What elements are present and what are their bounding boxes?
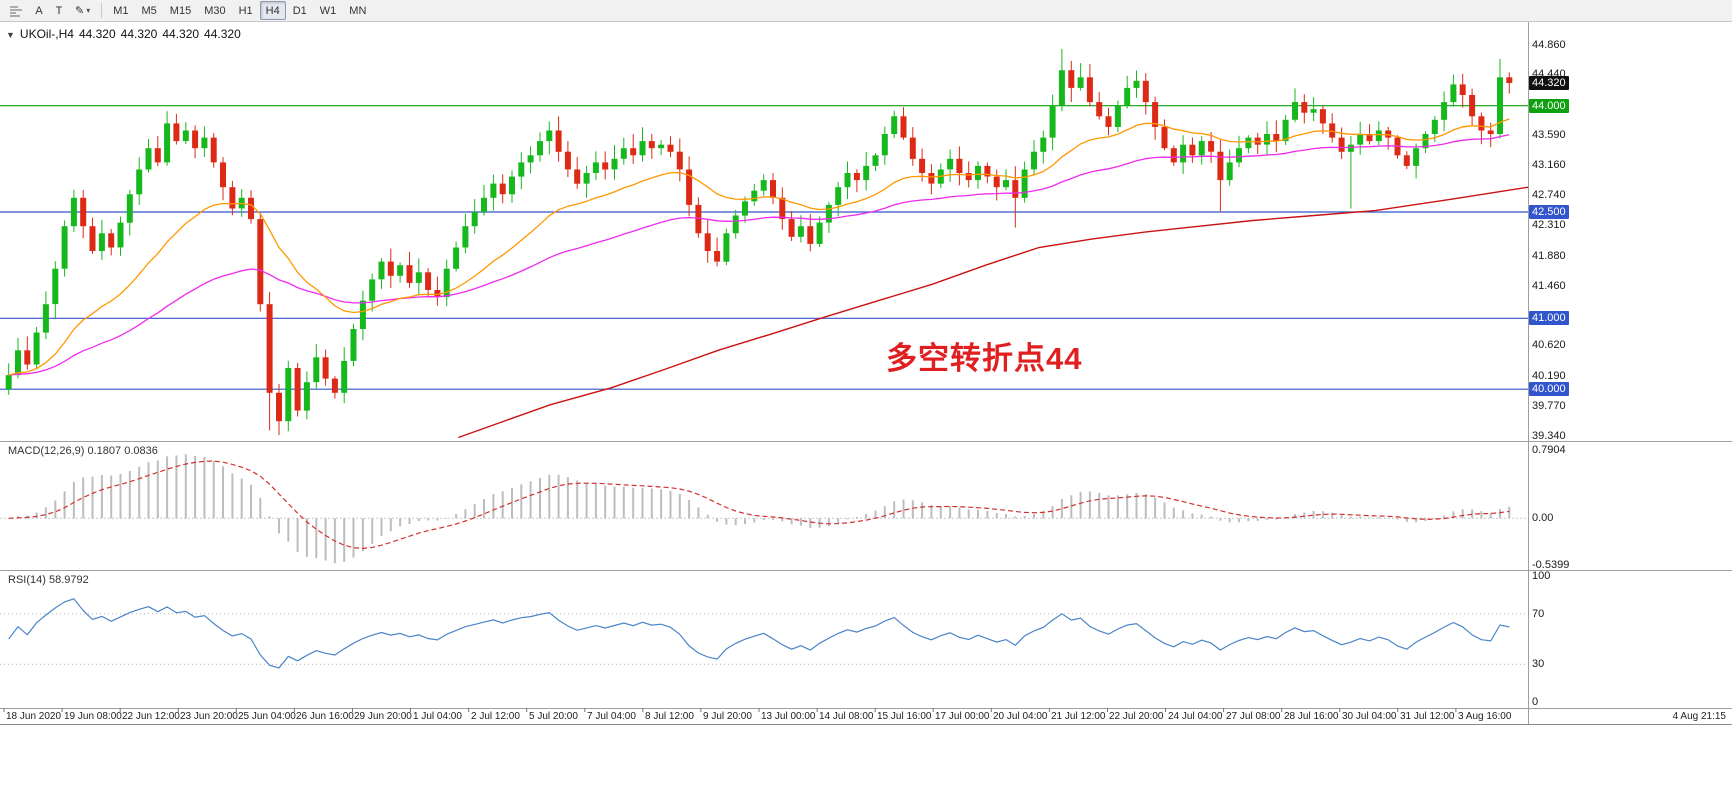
timeframe-button-h4[interactable]: H4	[259, 1, 286, 20]
timeframe-button-m15[interactable]: M15	[164, 1, 197, 20]
text-t-tool-button[interactable]: T	[49, 1, 69, 20]
time-axis-label: 28 Jul 16:00	[1284, 711, 1339, 722]
time-axis-label: 19 Jun 08:00	[64, 711, 122, 722]
rsi-value: 58.9792	[48, 574, 89, 586]
symbol-timeframe-label: UKOil-,H4	[19, 27, 74, 41]
time-axis-label: 3 Aug 16:00	[1458, 711, 1512, 722]
price-badge-42.500: 42.500	[1529, 205, 1569, 219]
macd-signal-value: 0.0836	[124, 445, 158, 457]
quote-low-value: 44.320	[162, 27, 200, 41]
timeframe-button-m30[interactable]: M30	[198, 1, 231, 20]
time-axis-label: 29 Jun 20:00	[354, 711, 412, 722]
time-axis-label: 5 Jul 20:00	[529, 711, 578, 722]
price-axis-label: 39.340	[1532, 430, 1566, 442]
price-axis-label: 41.880	[1532, 250, 1566, 262]
price-badge-41.000: 41.000	[1529, 311, 1569, 325]
rsi-indicator-label: RSI(14) 58.9792	[8, 574, 89, 586]
quote-close-value: 44.320	[204, 27, 241, 41]
timeframe-button-m5[interactable]: M5	[136, 1, 163, 20]
price-badge-44.320: 44.320	[1529, 76, 1569, 90]
time-axis-label: 8 Jul 12:00	[645, 711, 694, 722]
quote-open-value: 44.320	[78, 27, 116, 41]
price-chart-canvas[interactable]	[0, 0, 1732, 725]
rsi-axis-label: 0	[1532, 696, 1539, 708]
chart-annotation-text: 多空转折点44	[886, 341, 1083, 376]
macd-axis-label: 0.00	[1532, 512, 1554, 524]
time-axis-label: 14 Jul 08:00	[819, 711, 874, 722]
price-axis-label: 39.770	[1532, 400, 1566, 412]
time-axis-label: 26 Jun 16:00	[296, 711, 354, 722]
time-axis-label: 31 Jul 12:00	[1400, 711, 1455, 722]
time-axis-label: 25 Jun 04:00	[238, 711, 296, 722]
time-axis-label: 15 Jul 16:00	[877, 711, 932, 722]
time-axis-label: 21 Jul 12:00	[1051, 711, 1106, 722]
rsi-axis-label: 100	[1532, 570, 1551, 582]
price-badge-44.000: 44.000	[1529, 99, 1569, 113]
macd-indicator-label: MACD(12,26,9) 0.1807 0.0836	[8, 445, 158, 457]
time-axis-label: 1 Jul 04:00	[413, 711, 462, 722]
macd-main-value: 0.1807	[87, 445, 122, 457]
time-axis-label: 30 Jul 04:00	[1342, 711, 1397, 722]
time-axis-label: 22 Jul 20:00	[1109, 711, 1164, 722]
draw-tool-button[interactable]: ✎ ▾	[69, 1, 96, 20]
time-axis-label: 23 Jun 20:00	[180, 711, 238, 722]
timeframe-button-h1[interactable]: H1	[233, 1, 259, 20]
timeframe-button-m1[interactable]: M1	[107, 1, 134, 20]
time-axis-label: 13 Jul 00:00	[761, 711, 816, 722]
time-axis-label: 20 Jul 04:00	[993, 711, 1048, 722]
price-axis-label: 40.190	[1532, 370, 1566, 382]
pencil-icon: ✎	[75, 5, 85, 17]
price-axis-label: 42.310	[1532, 219, 1566, 231]
time-axis-label: 24 Jul 04:00	[1168, 711, 1223, 722]
price-axis-label: 42.740	[1532, 189, 1566, 201]
quote-line: ▼ UKOil-,H4 44.320 44.320 44.320 44.320	[6, 27, 246, 41]
time-axis-label: 7 Jul 04:00	[587, 711, 636, 722]
price-axis-label: 41.460	[1532, 280, 1566, 292]
toolbar-separator	[101, 3, 103, 18]
time-axis-label: 22 Jun 12:00	[122, 711, 180, 722]
timeframe-button-d1[interactable]: D1	[287, 1, 313, 20]
timeframe-button-w1[interactable]: W1	[314, 1, 343, 20]
time-axis-label: 17 Jul 00:00	[935, 711, 990, 722]
chart-tool-button[interactable]	[3, 1, 29, 20]
dropdown-caret-icon: ▾	[86, 6, 91, 15]
time-axis-label: 27 Jul 08:00	[1226, 711, 1281, 722]
current-time-label: 4 Aug 21:15	[1672, 711, 1726, 722]
symbol-dropdown-icon[interactable]: ▼	[6, 30, 15, 40]
rsi-axis-label: 30	[1532, 658, 1545, 670]
rsi-axis-label: 70	[1532, 608, 1545, 620]
rsi-name: RSI(14)	[8, 574, 46, 586]
quote-high-value: 44.320	[120, 27, 158, 41]
top-toolbar: A T ✎ ▾ M1 M5 M15 M30 H1 H4 D1 W1 MN	[0, 0, 1732, 22]
timeframe-toolbar: M1 M5 M15 M30 H1 H4 D1 W1 MN	[107, 1, 372, 20]
time-axis-label: 2 Jul 12:00	[471, 711, 520, 722]
timeframe-button-mn[interactable]: MN	[343, 1, 372, 20]
macd-axis-label: -0.5399	[1532, 559, 1570, 571]
price-axis-label: 44.860	[1532, 39, 1566, 51]
price-axis-label: 43.160	[1532, 159, 1566, 171]
time-axis-label: 18 Jun 2020	[6, 711, 62, 722]
price-axis-label: 40.620	[1532, 339, 1566, 351]
time-axis-label: 9 Jul 20:00	[703, 711, 752, 722]
price-axis-label: 43.590	[1532, 129, 1566, 141]
text-a-tool-button[interactable]: A	[29, 1, 49, 20]
price-badge-40.000: 40.000	[1529, 382, 1569, 396]
macd-name: MACD(12,26,9)	[8, 445, 85, 457]
macd-axis-label: 0.7904	[1532, 444, 1566, 456]
chart-lines-icon	[10, 6, 22, 16]
